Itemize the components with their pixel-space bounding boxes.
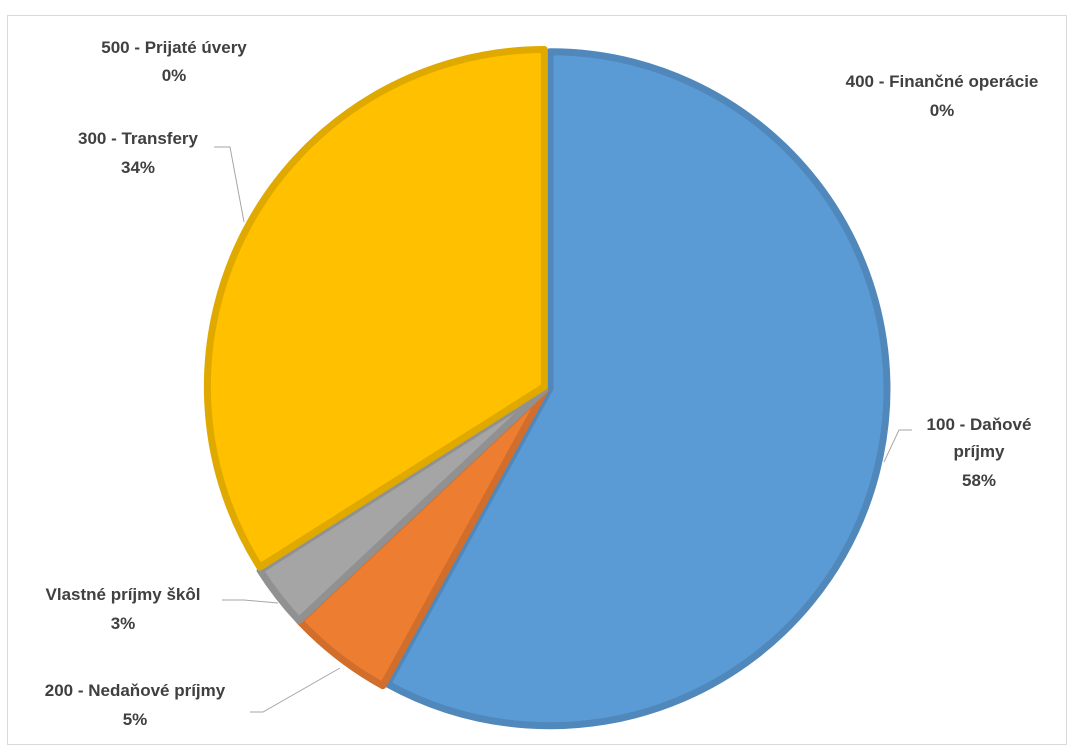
label-skoly-percent: 3% (111, 614, 136, 633)
label-financne-percent: 0% (930, 101, 955, 120)
label-uvery-percent: 0% (162, 66, 187, 85)
leader-line-skoly (222, 599, 279, 604)
leader-line-nedanove (250, 667, 341, 713)
pie-slices (203, 46, 891, 730)
label-nedanove-category: 200 - Nedaňové príjmy (45, 681, 226, 700)
label-uvery-category: 500 - Prijaté úvery (101, 38, 247, 57)
label-danove-percent: 58% (962, 471, 996, 490)
pie-slice-transfery (203, 46, 548, 571)
label-financne-category: 400 - Finančné operácie (846, 72, 1039, 91)
label-danove-category-line1: 100 - Daňové (927, 415, 1032, 434)
label-danove-category-line2: príjmy (953, 442, 1005, 461)
label-nedanove-percent: 5% (123, 710, 148, 729)
label-transfery-category: 300 - Transfery (78, 129, 199, 148)
label-skoly-category: Vlastné príjmy škôl (46, 585, 201, 604)
leader-line-danove (883, 429, 912, 463)
leader-line-transfery (214, 146, 245, 223)
pie-slice-danove (384, 48, 891, 730)
label-transfery-percent: 34% (121, 158, 155, 177)
